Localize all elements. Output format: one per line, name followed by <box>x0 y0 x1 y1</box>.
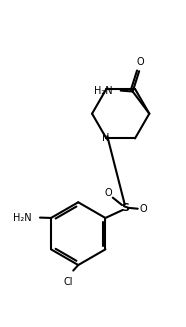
Text: O: O <box>140 204 148 214</box>
Text: N: N <box>102 133 109 144</box>
Text: S: S <box>121 203 129 213</box>
Text: Cl: Cl <box>63 277 73 287</box>
Text: O: O <box>104 188 112 198</box>
Text: O: O <box>136 57 144 67</box>
Text: H₂N: H₂N <box>13 213 32 223</box>
Text: H₂N: H₂N <box>94 86 112 95</box>
